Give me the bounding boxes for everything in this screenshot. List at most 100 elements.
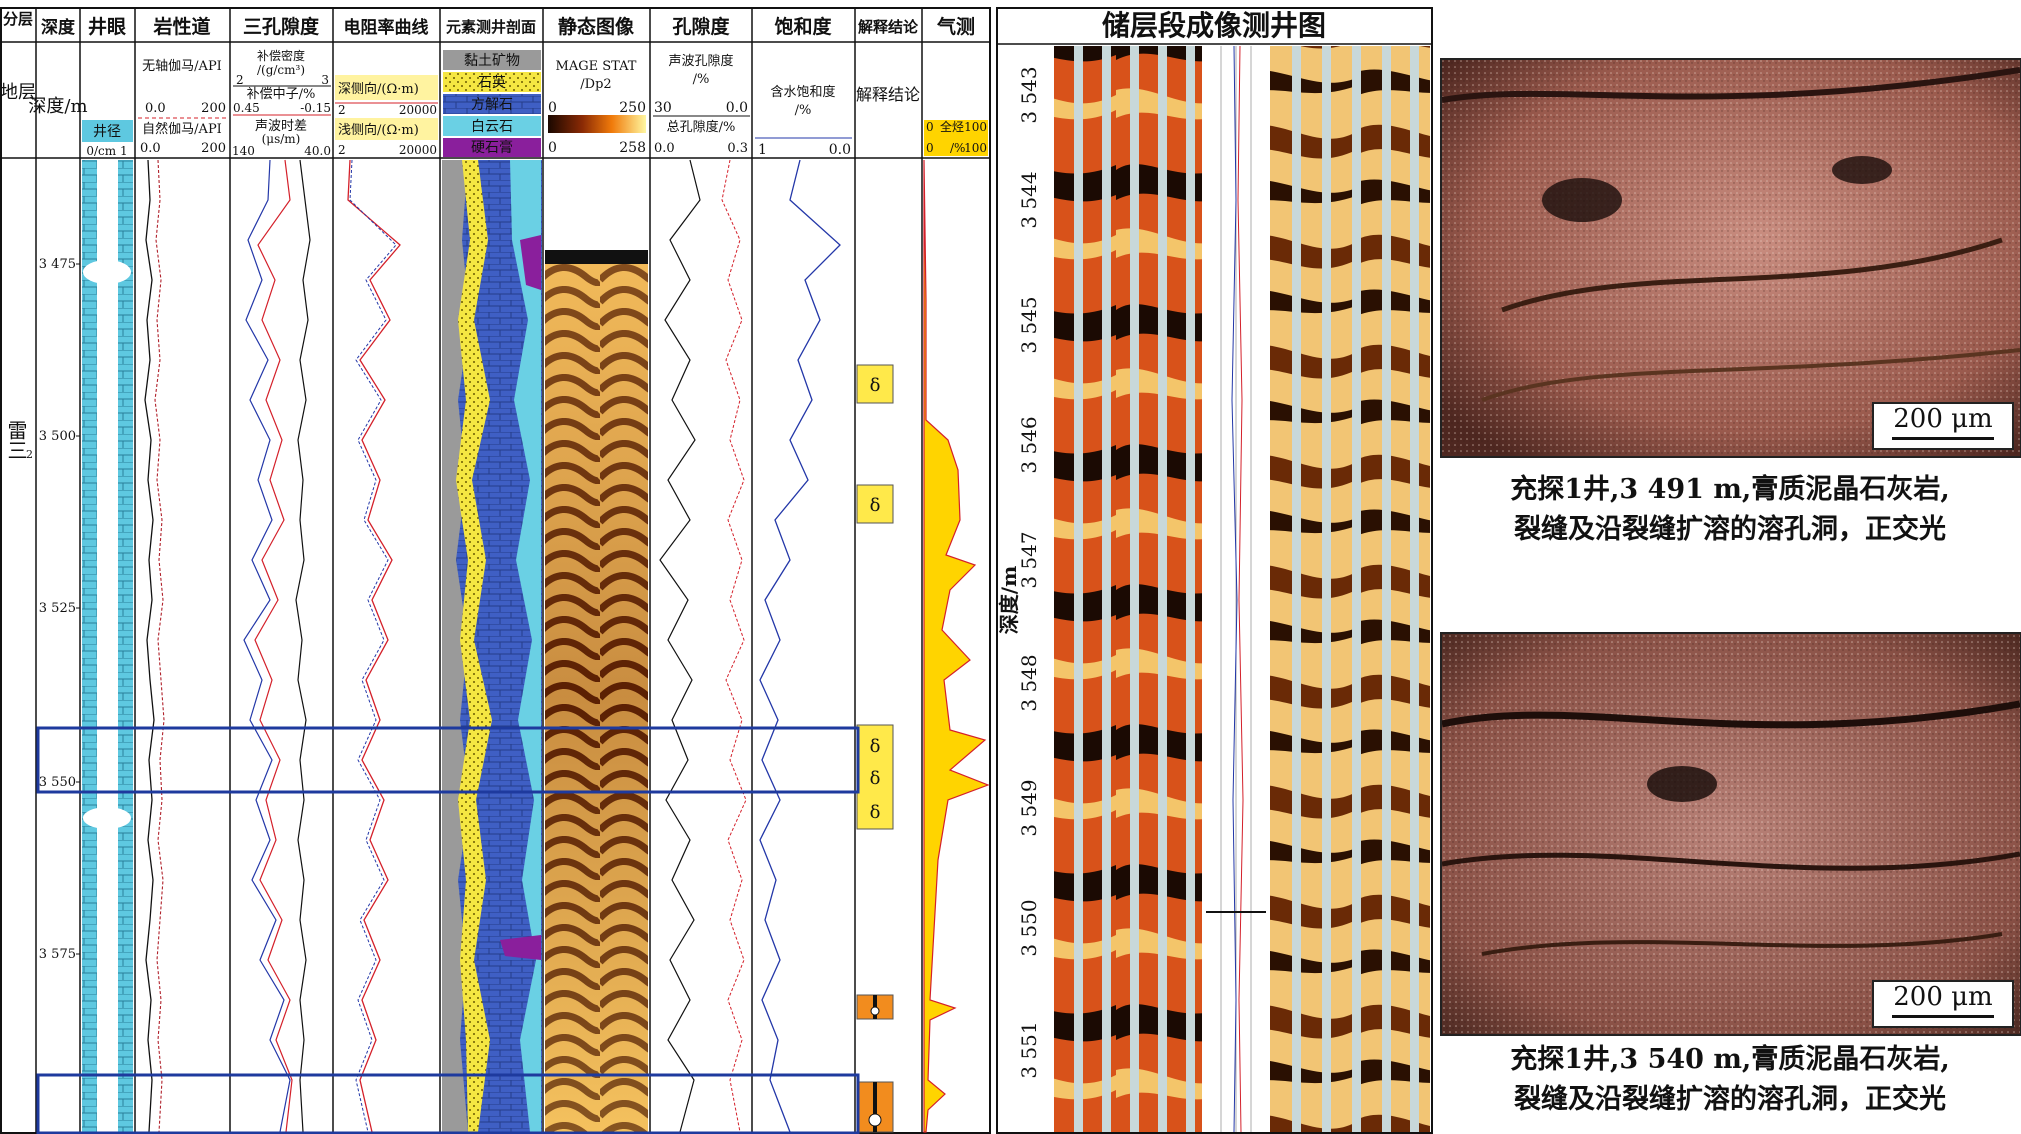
legend-quartz: 石英 — [478, 74, 506, 91]
depth-ticks: 3 475 3 500 3 525 3 550 3 575 — [39, 257, 76, 962]
sp-curve — [154, 159, 165, 1133]
header-formation: 分层 — [3, 10, 33, 28]
image-depth-tick: 3 549 — [1017, 779, 1041, 836]
header-lithology: 岩性道 — [152, 15, 210, 38]
composite-log-panel: 分层 深度 井眼 岩性道 三孔隙度 电阻率曲线 元素测井剖面 静态图像 孔隙度 … — [0, 7, 991, 1134]
depth-label: 深度/m — [28, 96, 87, 117]
gas-left2: 0 — [926, 141, 934, 155]
den-left: 2 — [236, 73, 244, 87]
sw-right: 0.0 — [829, 142, 851, 158]
header-static-image: 静态图像 — [558, 15, 635, 38]
header-depth: 深度 — [41, 17, 76, 38]
caption-line: 充探1井,3 540 m,膏质泥晶石灰岩, — [1510, 1044, 1950, 1075]
cnl-label: 补偿中子/% — [247, 87, 316, 102]
scale-bar-label: 200 μm — [1893, 404, 1993, 434]
borehole-bore — [97, 160, 118, 1132]
reservoir-highlight-box — [36, 1073, 860, 1134]
header-resistivity: 电阻率曲线 — [344, 17, 429, 38]
phi-ac-left: 30 — [654, 100, 672, 116]
interp-symbol: δ — [870, 375, 881, 396]
photo-caption-1: 充探1井,3 491 m,膏质泥晶石灰岩, 裂缝及沿裂缝扩溶的溶孔洞，正交光 — [1440, 470, 2020, 550]
header-borehole: 井眼 — [88, 16, 126, 38]
element-legend: 黏土矿物 石英 方解石 白云石 硬石膏 — [443, 50, 541, 157]
depth-tick: 3 550 — [39, 775, 76, 790]
phi-t-label: 总孔隙度/% — [667, 119, 736, 135]
header-interpretation: 解释结论 — [858, 18, 919, 36]
track-dividers — [35, 8, 923, 1133]
borehole-cave — [83, 807, 131, 829]
image-depth-tick: 3 548 — [1017, 654, 1041, 711]
gas-unit: /% — [950, 141, 965, 155]
rs-right: 20000 — [399, 143, 437, 157]
image-depth-tick: 3 543 — [1017, 66, 1041, 123]
image-depth-tick: 3 544 — [1017, 171, 1041, 228]
ac-right: 40.0 — [304, 144, 331, 158]
caption-line: 充探1井,3 491 m,膏质泥晶石灰岩, — [1510, 474, 1950, 505]
image-log-panel: 储层段成像测井图 深度/m 3 543 3 544 3 545 3 546 3 … — [996, 7, 1433, 1134]
img-left2: 0 — [548, 140, 557, 156]
header-gas-logging: 气测 — [936, 15, 975, 38]
rd-right: 20000 — [399, 103, 437, 117]
rs-curve — [349, 159, 397, 1133]
sw-label: 含水饱和度 — [770, 84, 835, 100]
interp-symbol: δ — [870, 768, 881, 789]
scale-bar: 200 μm — [1872, 980, 2014, 1028]
gas-left: 0 — [926, 120, 934, 134]
thin-section-photo-2: 200 μm — [1440, 632, 2021, 1036]
rs-header-band — [335, 118, 438, 140]
depth-tick: 3 475 — [39, 257, 76, 272]
formation-label: 地层 — [0, 82, 36, 103]
formation-sup: 2 — [26, 448, 33, 461]
img-label: MAGE STAT — [556, 59, 637, 74]
interp-label: 解释结论 — [856, 85, 920, 104]
borehole-cave — [83, 260, 131, 284]
gr-axis-left: 0.0 — [145, 101, 166, 116]
gr-axis-label: 无轴伽马/API — [142, 59, 222, 74]
den-right: 3 — [321, 73, 329, 87]
gas-curve — [923, 159, 990, 1133]
header-element-profile: 元素测井剖面 — [446, 18, 536, 36]
depth-tick: 3 575 — [39, 947, 76, 962]
phi-ac-curve — [659, 159, 701, 1133]
den-unit: /(g/cm³) — [257, 63, 305, 77]
sp-label: 自然伽马/API — [142, 121, 222, 137]
phi-ac-right: 0.0 — [726, 100, 748, 116]
header-saturation: 饱和度 — [774, 15, 832, 38]
interp-symbol: δ — [870, 736, 881, 757]
image-depth-tick: 3 545 — [1017, 296, 1041, 353]
caption-line: 裂缝及沿裂缝扩溶的溶孔洞，正交光 — [1514, 514, 1946, 545]
image-depth-tick: 3 550 — [1017, 899, 1041, 956]
phi-ac-label: 声波孔隙度 — [668, 53, 733, 69]
interp-symbol: δ — [870, 495, 881, 516]
interp-box — [856, 364, 894, 404]
img-color-scale — [548, 115, 646, 133]
phi-t-curve — [721, 159, 747, 1133]
element-profile-track — [442, 160, 542, 1132]
borehole-curve-label: 井径 — [93, 124, 121, 140]
den-label: 补偿密度 — [257, 48, 305, 63]
legend-dolomite: 白云石 — [471, 119, 513, 135]
depth-tick: 3 525 — [39, 601, 76, 616]
image-log-depth-ticks: 3 543 3 544 3 545 3 546 3 547 3 548 3 54… — [1017, 66, 1041, 1078]
legend-anhydrite: 硬石膏 — [471, 139, 513, 156]
formation-name: 雷三 — [4, 420, 28, 460]
sw-unit: /% — [795, 103, 812, 118]
borehole-header-swatch — [82, 120, 133, 142]
ac-curve — [243, 159, 291, 1133]
cnl-left: 0.45 — [233, 101, 260, 115]
scale-bar-label: 200 μm — [1893, 982, 1993, 1012]
rd-label: 深侧向/(Ω·m) — [338, 81, 419, 97]
image-depth-tick: 3 547 — [1017, 531, 1041, 588]
header-porosity: 孔隙度 — [672, 15, 730, 38]
rd-left: 2 — [338, 103, 346, 117]
img-left: 0 — [548, 100, 557, 116]
gr-axis-right: 200 — [201, 101, 226, 116]
interp-symbol: δ — [870, 802, 881, 823]
curve-grid — [1206, 45, 1266, 1133]
phi-ac-unit: /% — [693, 72, 710, 87]
image-depth-tick: 3 546 — [1017, 416, 1041, 473]
sp-left: 0.0 — [140, 141, 161, 156]
sw-left: 1 — [758, 142, 767, 158]
phi-t-right: 0.3 — [727, 141, 748, 156]
sp-right: 200 — [201, 141, 226, 156]
